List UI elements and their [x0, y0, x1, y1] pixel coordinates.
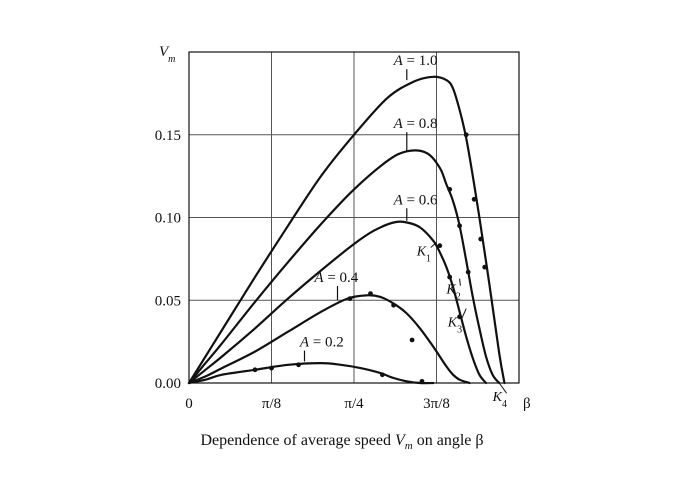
y-tick-label: 0.10 [155, 211, 181, 227]
series-label: A = 0.4 [313, 270, 358, 286]
annotation-layer: A = 1.0 A = 0.8 A = 0.6 A = 0.4 A = 0.2 K1 K2 K… [299, 53, 508, 410]
data-point [447, 186, 453, 192]
data-point [379, 372, 385, 378]
x-tick-label: π/4 [344, 396, 364, 412]
k-marker-pointer [498, 382, 508, 394]
k-marker-pointer [459, 278, 461, 286]
data-point [419, 378, 425, 384]
data-point [471, 196, 477, 202]
series-label: A = 0.6 [393, 192, 438, 208]
series-layer [187, 75, 506, 385]
y-axis-label-sub: m [168, 54, 175, 65]
series-label: A = 1.0 [393, 53, 438, 69]
data-point [465, 269, 471, 275]
series-label: A = 0.8 [393, 116, 438, 132]
y-axis-label-var: V [159, 44, 170, 60]
plot-frame [188, 51, 520, 384]
data-point [391, 302, 396, 308]
series-line [187, 294, 471, 385]
y-tick-label: 0.05 [155, 293, 181, 309]
k-marker-label: K4 [492, 390, 507, 410]
plot-border [188, 51, 520, 384]
caption-variable: Vm [395, 432, 413, 453]
data-point [368, 291, 373, 297]
data-point [463, 132, 469, 138]
data-point [409, 337, 415, 343]
grid-layer [189, 52, 519, 383]
data-point [437, 243, 443, 249]
series-label: A = 0.2 [299, 335, 344, 351]
k-marker-label: K2 [445, 283, 460, 303]
series-line [187, 362, 435, 385]
data-point [252, 367, 258, 373]
data-point [457, 223, 462, 229]
series-line [187, 75, 506, 385]
y-tick-label: 0.00 [155, 376, 181, 392]
k-marker-pointer [461, 308, 467, 319]
k-marker-label: K3 [447, 316, 462, 336]
x-tick-label: 3π/8 [423, 396, 450, 412]
y-axis-label: Vm [159, 44, 175, 65]
series-line [187, 149, 501, 385]
k-marker-label: K1 [416, 245, 431, 265]
y-tick-label: 0.15 [155, 128, 181, 144]
figure-caption: Dependence of average speed Vm on angle … [0, 432, 684, 452]
tick-labels: 0.00 0.05 0.10 0.15 0 π/8 π/4 3π/8 [155, 128, 450, 412]
data-point [296, 362, 301, 368]
caption-text-post: on angle β [412, 432, 484, 449]
k-marker-pointer [430, 241, 437, 248]
data-point [269, 365, 274, 371]
data-point [478, 236, 484, 242]
data-point [457, 314, 462, 320]
x-tick-label: π/8 [262, 396, 281, 412]
x-tick-label: 0 [185, 396, 193, 412]
series-line [187, 220, 488, 385]
x-axis-label: β [523, 396, 531, 412]
caption-text-pre: Dependence of average speed [200, 432, 396, 449]
data-point [347, 296, 353, 301]
data-point [447, 274, 453, 280]
data-point [482, 264, 488, 270]
